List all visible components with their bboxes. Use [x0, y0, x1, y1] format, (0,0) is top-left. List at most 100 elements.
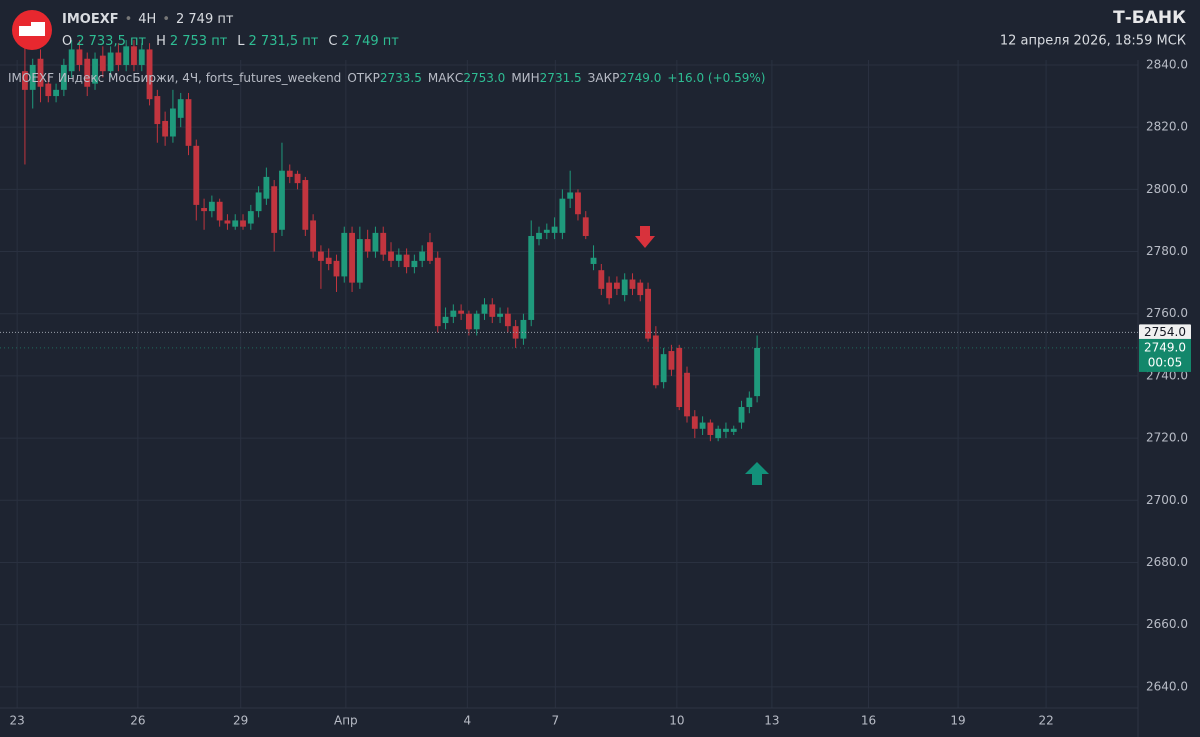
sell-arrow — [635, 226, 655, 248]
h-label: H — [156, 34, 166, 49]
y-tick-label: 2680.0 — [1146, 555, 1188, 569]
candle-body — [652, 335, 659, 386]
candle-body — [512, 326, 519, 339]
candle-body — [372, 232, 379, 252]
candle-body — [442, 316, 449, 324]
candle-body — [240, 220, 246, 227]
candle-body — [29, 64, 36, 90]
bar-timer: 00:05 — [1148, 355, 1183, 369]
c-label: C — [328, 34, 337, 49]
candle-body — [434, 257, 441, 327]
legend-open: 2733.5 — [380, 71, 422, 85]
candle-body — [92, 58, 98, 84]
legend-low-label: МИН — [511, 71, 539, 85]
candle-body — [450, 310, 457, 317]
candle-body — [286, 170, 293, 177]
x-tick-label: 22 — [1038, 714, 1053, 728]
legend-low: 2731.5 — [540, 71, 582, 85]
candle-body — [567, 192, 574, 199]
candle-body — [699, 422, 706, 429]
candle-body — [528, 235, 535, 320]
l-value: 2 731,5 пт — [249, 34, 319, 49]
buy-arrow — [745, 462, 769, 485]
candle-body — [497, 313, 503, 317]
x-tick-label: Апр — [334, 714, 358, 728]
candle-body — [185, 99, 192, 146]
y-tick-label: 2720.0 — [1146, 431, 1188, 445]
price: 2 749 пт — [176, 12, 234, 27]
candle-body — [201, 208, 207, 212]
y-tick-label: 2780.0 — [1146, 244, 1188, 258]
x-tick-label: 26 — [130, 714, 145, 728]
candle-body — [53, 89, 60, 97]
candle-body — [730, 428, 737, 432]
candle-body — [676, 347, 683, 408]
x-tick-label: 23 — [9, 714, 24, 728]
candle-body — [123, 46, 130, 65]
candle-body — [208, 201, 215, 212]
candle-body — [216, 201, 223, 221]
candle-body — [107, 52, 114, 72]
candle-body — [575, 192, 581, 215]
candle-body — [629, 279, 636, 289]
x-tick-label: 4 — [464, 714, 472, 728]
candle-body — [458, 310, 465, 314]
candle-body — [84, 58, 91, 87]
ohlc-line: O 2 733,5 пт H 2 753 пт L 2 731,5 пт C 2 749 пт — [62, 34, 399, 49]
legend-open-label: ОТКР — [347, 71, 380, 85]
candle-body — [177, 99, 184, 118]
candle-body — [473, 313, 480, 330]
candle-body — [279, 170, 285, 230]
candle-body — [302, 180, 309, 230]
l-label: L — [237, 34, 245, 49]
candle-body — [146, 49, 153, 100]
candle-body — [333, 260, 340, 277]
brand: Т‑БАНК — [1113, 8, 1186, 28]
candle-body — [691, 416, 698, 429]
series-legend: IMOEXF Индекс МосБиржи, 4Ч, forts_future… — [8, 71, 765, 85]
candle-body — [169, 108, 176, 137]
o-value: 2 733,5 пт — [76, 34, 146, 49]
candle-body — [754, 347, 761, 397]
candle-body — [99, 55, 106, 72]
candle-body — [489, 304, 496, 317]
candle-body — [621, 279, 628, 296]
datetime: 12 апреля 2026, 18:59 МСК — [1000, 34, 1186, 49]
candle-body — [715, 428, 722, 439]
candle-body — [60, 64, 67, 90]
candle-body — [68, 49, 75, 72]
candle-body — [536, 232, 542, 240]
y-tick-label: 2840.0 — [1146, 57, 1188, 71]
candles — [22, 40, 761, 442]
candle-body — [582, 217, 589, 236]
y-tick-label: 2700.0 — [1146, 493, 1188, 507]
candle-body — [380, 232, 387, 255]
legend-change: +16.0 (+0.59%) — [667, 71, 765, 85]
x-tick-label: 7 — [552, 714, 560, 728]
candle-body — [310, 220, 317, 252]
candle-body — [294, 173, 301, 184]
candle-body — [465, 313, 472, 330]
candle-body — [154, 96, 161, 125]
candle-body — [138, 49, 145, 65]
candle-body — [419, 251, 426, 261]
x-tick-label: 29 — [233, 714, 248, 728]
candle-body — [325, 257, 332, 264]
candle-body — [645, 288, 651, 339]
candle-body — [637, 282, 644, 296]
last-price-box — [1139, 338, 1191, 372]
candle-body — [356, 239, 363, 283]
last-price-label: 2749.0 — [1144, 340, 1186, 354]
ticker: IMOEXF — [62, 12, 119, 27]
candle-body — [660, 354, 667, 383]
candle-body — [364, 239, 371, 252]
candle-body — [427, 242, 433, 261]
candle-body — [403, 254, 410, 268]
logo-shape — [19, 22, 45, 36]
y-tick-label: 2660.0 — [1146, 617, 1188, 631]
legend-high-label: МАКС — [428, 71, 463, 85]
x-tick-label: 13 — [764, 714, 779, 728]
c-value: 2 749 пт — [341, 34, 399, 49]
